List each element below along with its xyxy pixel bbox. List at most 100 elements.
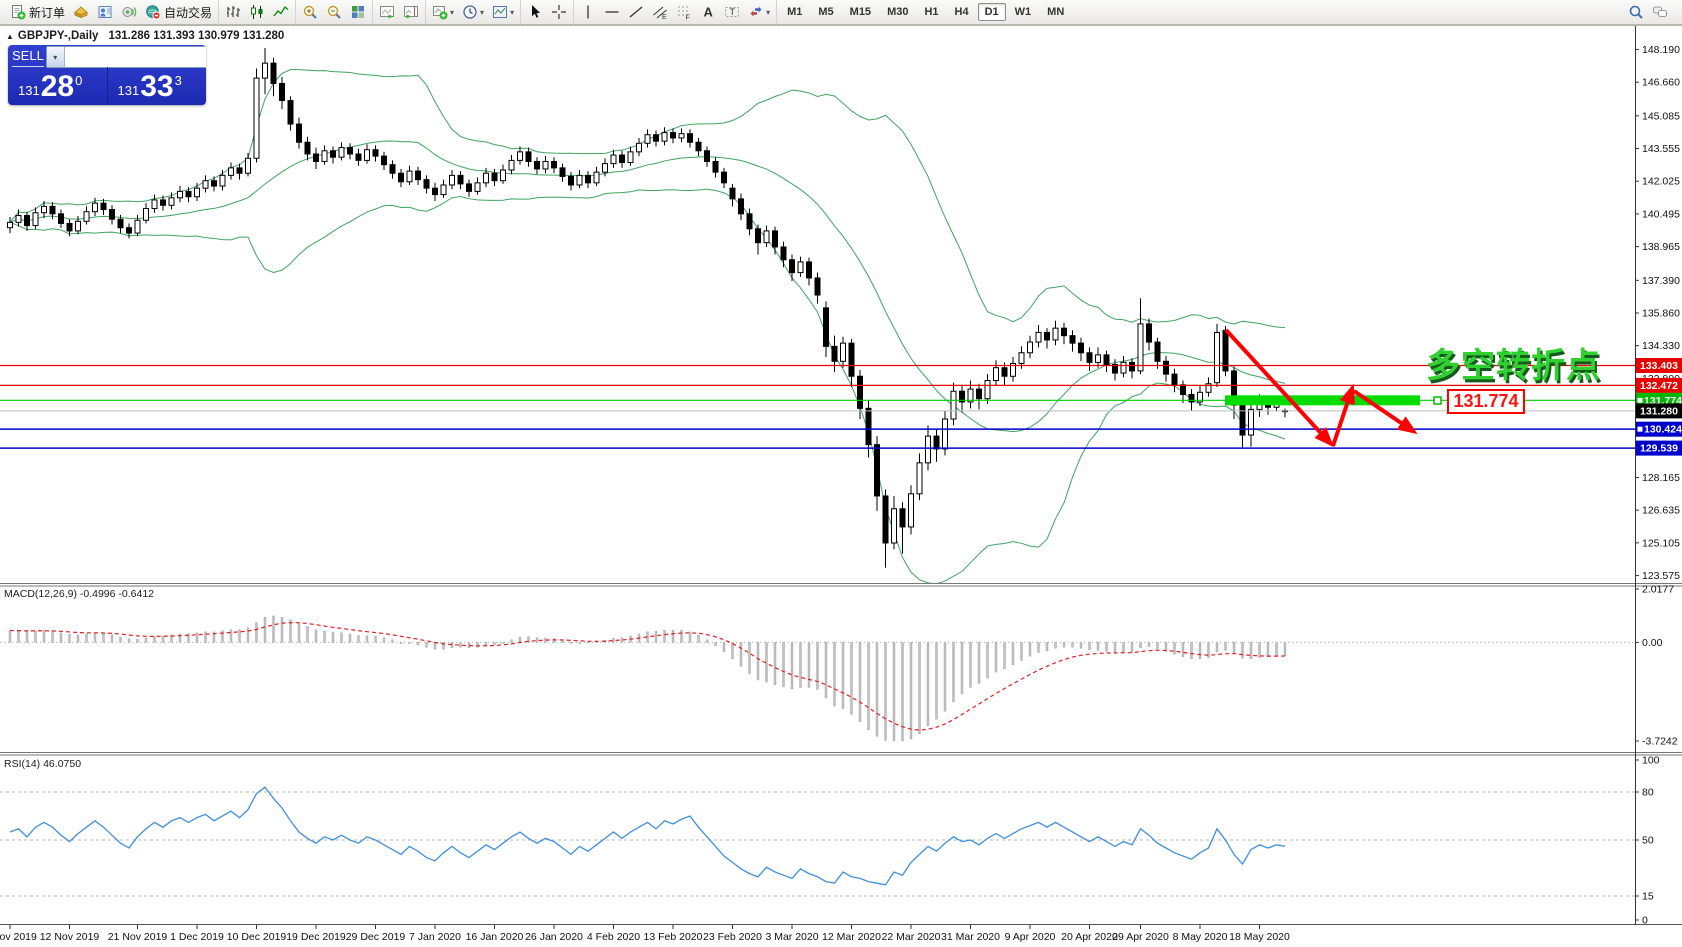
timeframe-m5[interactable]: M5: [818, 6, 834, 18]
macd-bar: [1215, 642, 1219, 652]
candlestick-chart-button[interactable]: [245, 1, 269, 24]
date-tick-label: 13 Feb 2020: [644, 931, 703, 943]
macd-histogram: [8, 615, 1287, 742]
date-tick-label: 20 Apr 2020: [1061, 931, 1118, 943]
macd-bar: [858, 642, 862, 723]
rsi-tick-label: 15: [1642, 891, 1654, 903]
auto-scroll-button[interactable]: [375, 1, 399, 24]
price-tick-label: 148.190: [1642, 44, 1680, 56]
hline-button[interactable]: [600, 1, 624, 24]
timeframe-m15[interactable]: M15: [849, 6, 872, 18]
timeframe-w1[interactable]: W1: [1014, 6, 1032, 18]
candle: [355, 148, 362, 166]
timeframe-d1[interactable]: D1: [977, 3, 1006, 21]
line-chart-button[interactable]: [269, 1, 293, 24]
period-button[interactable]: ▾: [458, 1, 488, 24]
price-level-callout[interactable]: 131.774: [1447, 389, 1525, 414]
fibonacci-button[interactable]: F: [672, 1, 696, 24]
timeframe-m1[interactable]: M1: [787, 6, 803, 18]
macd-bar: [773, 642, 777, 685]
candle-body: [7, 221, 13, 229]
zoom-in-button[interactable]: [298, 1, 322, 24]
tile-windows-button[interactable]: [346, 1, 370, 24]
bar-chart-button[interactable]: [221, 1, 245, 24]
candle: [245, 152, 251, 177]
candle-body: [840, 342, 846, 362]
candle: [143, 203, 149, 224]
timeframe-mn[interactable]: MN: [1047, 6, 1065, 18]
text-label-button[interactable]: T: [720, 1, 744, 24]
data-window-button[interactable]: [93, 1, 117, 24]
candle: [117, 214, 124, 234]
sell-button[interactable]: SELL: [12, 45, 44, 67]
candle: [1154, 337, 1161, 369]
candle: [24, 211, 30, 231]
candle-body: [1086, 352, 1093, 363]
trend-arrow-1[interactable]: [1224, 328, 1334, 448]
candle: [372, 145, 379, 162]
macd-bar: [357, 635, 360, 643]
macd-bar: [1011, 642, 1015, 666]
candle-body: [236, 167, 243, 174]
buy-price-button[interactable]: 131 33 3: [108, 67, 207, 105]
new-order-button[interactable]: 新订单: [6, 1, 69, 24]
candle-body: [83, 211, 90, 222]
candle: [1137, 298, 1144, 375]
macd-bar: [408, 642, 411, 644]
crosshair-button[interactable]: [547, 1, 571, 24]
candle-body: [1222, 329, 1229, 372]
toolbar-group: [295, 0, 372, 25]
bollinger-lower-band[interactable]: [9, 188, 1286, 584]
candle: [780, 241, 787, 268]
volume-input[interactable]: [64, 47, 206, 67]
timeframe-h1[interactable]: H1: [924, 6, 939, 18]
navigator-button[interactable]: [117, 1, 141, 24]
vline-button[interactable]: [576, 1, 600, 24]
candle: [49, 202, 56, 220]
text-button[interactable]: A: [696, 1, 720, 24]
turning-point-annotation[interactable]: 多空转折点: [1426, 347, 1601, 385]
candle-body: [644, 134, 651, 144]
zoom-out-button[interactable]: [322, 1, 346, 24]
candle-body: [831, 345, 838, 362]
price-badge-label: 133.403: [1640, 360, 1678, 372]
line-anchor-marker[interactable]: [1433, 396, 1442, 405]
auto-trading-button[interactable]: 自动交易: [141, 1, 216, 24]
volume-widget: ▾ ▴: [45, 46, 206, 68]
candle-body: [415, 170, 421, 181]
arrows-button[interactable]: ▾: [744, 1, 774, 24]
timeframe-h4[interactable]: H4: [954, 6, 969, 18]
macd-bar: [586, 642, 590, 644]
macd-bar: [1062, 642, 1066, 648]
new-chart-button[interactable]: ▾: [428, 1, 458, 24]
price-badge-bg: [1636, 403, 1682, 419]
chart-shift-button[interactable]: [399, 1, 423, 24]
price-pane: [0, 47, 1635, 584]
cursor-button[interactable]: [523, 1, 547, 24]
sell-price-button[interactable]: 131 28 0: [8, 67, 108, 105]
search-button[interactable]: [1624, 1, 1648, 24]
candle-body: [704, 150, 710, 162]
candle-body: [211, 180, 217, 187]
collapse-arrow-icon[interactable]: ▲: [6, 32, 14, 41]
candle: [542, 156, 549, 174]
template-button[interactable]: ▾: [488, 1, 518, 24]
channel-button[interactable]: E: [648, 1, 672, 24]
trendline-button[interactable]: [624, 1, 648, 24]
trend-arrow-3[interactable]: [1352, 389, 1418, 435]
price-badge-bg: [1636, 377, 1682, 393]
candle-body: [440, 184, 447, 196]
macd-bar: [1147, 642, 1151, 647]
volume-decrease-button[interactable]: ▾: [46, 47, 65, 67]
candle: [474, 177, 481, 195]
candle-body: [967, 388, 974, 403]
timeframe-m30[interactable]: M30: [887, 6, 909, 18]
market-watch-button[interactable]: [69, 1, 93, 24]
trend-arrow-2[interactable]: [1331, 383, 1356, 447]
chat-button[interactable]: [1648, 1, 1672, 24]
candle-body: [857, 375, 863, 409]
date-tick-label: 3 Nov 2019: [0, 931, 37, 943]
candle-body: [534, 160, 540, 170]
support-zone-bar[interactable]: [1225, 395, 1420, 406]
